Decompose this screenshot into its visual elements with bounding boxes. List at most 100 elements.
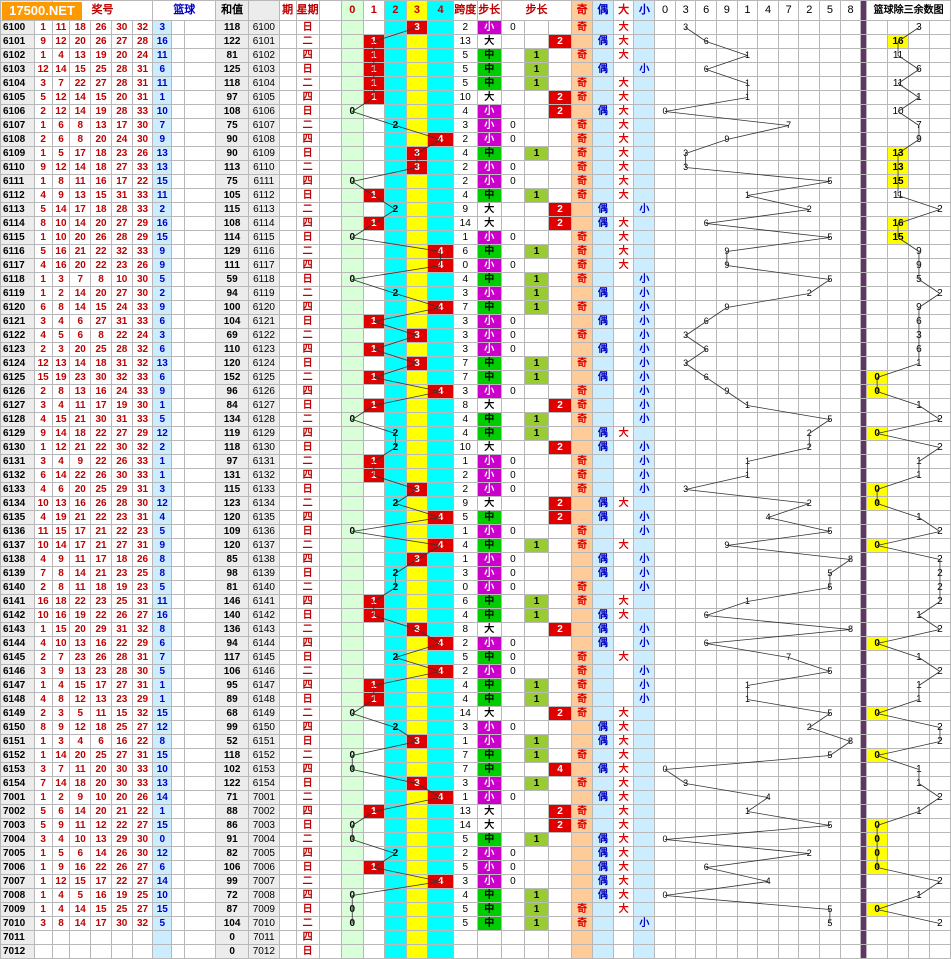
tail-2-cell — [798, 384, 821, 399]
step-0-cell — [500, 916, 526, 931]
tail-2-cell — [798, 692, 821, 707]
prize-number: 17 — [110, 118, 133, 133]
zone-0-cell: 0 — [340, 706, 364, 721]
small-cell: 小 — [633, 678, 656, 693]
mod3-cell — [887, 580, 909, 595]
blue-pad — [183, 398, 217, 413]
mod3-cell — [887, 888, 909, 903]
tail-5-cell — [819, 118, 841, 133]
mod3-cell — [908, 860, 930, 875]
prize-number: 6 — [33, 300, 53, 315]
zone-1-cell: 1 — [362, 62, 386, 77]
prize-number: 16 — [90, 384, 112, 399]
tail-8-cell — [839, 426, 862, 441]
mod3-cell: 1 — [908, 692, 930, 707]
big-cell — [612, 916, 635, 931]
zone-2-cell — [384, 552, 407, 567]
tail-5-cell — [819, 720, 841, 735]
step-1-cell — [524, 804, 549, 819]
zone-2-cell — [384, 930, 407, 945]
zone-4-cell — [427, 146, 454, 161]
step-0-cell — [500, 538, 526, 553]
blue-pad — [183, 300, 217, 315]
even-cell — [592, 328, 614, 343]
issue-repeat: 6119 — [247, 286, 280, 301]
zone-0-cell: 0 — [340, 888, 364, 903]
step-0-cell: 0 — [500, 230, 526, 245]
blue-extra — [171, 202, 185, 217]
week-day: 二 — [295, 538, 320, 553]
mod3-cell — [866, 314, 889, 329]
spacer-cell — [318, 202, 342, 217]
tail-6-cell: 6 — [695, 314, 718, 329]
tail-5-cell — [819, 874, 841, 889]
table-row: 6128 4 15 21 30 31 33 5 134 6128 二 0 4 中 1 奇小 5 2 — [0, 412, 951, 427]
step-1-cell — [524, 622, 549, 637]
prize-number: 3 — [51, 706, 71, 721]
tail-1-cell — [736, 258, 759, 273]
zone-4-cell — [427, 272, 454, 287]
tail-8-cell — [839, 720, 862, 735]
spacer-cell — [318, 790, 342, 805]
tail-6-cell — [695, 748, 718, 763]
spacer-header — [318, 0, 342, 21]
odd-cell — [571, 104, 594, 119]
sum-value: 118 — [215, 748, 249, 763]
blue-extra — [171, 412, 185, 427]
mod3-cell — [928, 118, 951, 133]
mod3-cell — [866, 258, 889, 273]
period-pad — [278, 888, 297, 903]
mod3-cell — [908, 566, 930, 581]
tail-5-cell — [819, 356, 841, 371]
mod3-cell — [866, 678, 889, 693]
tail-7-cell — [777, 314, 800, 329]
step-0-cell: 0 — [500, 342, 526, 357]
zone-2-cell — [384, 874, 407, 889]
zone-1-cell — [362, 762, 386, 777]
tail-2-cell — [798, 636, 821, 651]
mod3-cell — [928, 188, 951, 203]
blue-number: 3 — [152, 20, 173, 35]
tail-0-cell: 0 — [654, 888, 676, 903]
tail-4-cell — [757, 846, 779, 861]
period-pad — [278, 818, 297, 833]
step-2-cell: 2 — [547, 804, 573, 819]
prize-number: 6 — [51, 804, 71, 819]
tail-8-cell — [839, 510, 862, 525]
tail-1-cell — [736, 230, 759, 245]
small-cell — [633, 34, 656, 49]
big-cell: 大 — [612, 244, 635, 259]
table-row: 6103 12 14 15 25 28 31 6 125 6103 日 1 5 中 1 偶小 6 6 — [0, 62, 951, 77]
big-cell: 大 — [612, 650, 635, 665]
tail-3-cell — [674, 846, 697, 861]
tail-4-cell — [757, 762, 779, 777]
tail-4-cell — [757, 818, 779, 833]
period-pad — [278, 230, 297, 245]
tail-4-cell — [757, 230, 779, 245]
even-cell — [592, 776, 614, 791]
size-value: 小 — [476, 860, 502, 875]
even-cell: 偶 — [592, 608, 614, 623]
zone-4-cell: 4 — [427, 132, 454, 147]
mod3-cell — [887, 664, 909, 679]
zone-2-header: 2 — [384, 0, 407, 21]
prize-number: 10 — [33, 538, 53, 553]
zone-0-cell — [340, 132, 364, 147]
zone-4-cell — [427, 552, 454, 567]
mod3-cell — [928, 160, 951, 175]
step-0-cell — [500, 706, 526, 721]
big-cell: 大 — [612, 902, 635, 917]
prize-number: 25 — [110, 594, 133, 609]
step-1-cell: 1 — [524, 538, 549, 553]
prize-number: 14 — [51, 62, 71, 77]
tail-1-cell — [736, 846, 759, 861]
zone-3-cell — [405, 104, 429, 119]
prize-number: 20 — [90, 216, 112, 231]
step-2-cell — [547, 664, 573, 679]
odd-cell: 奇 — [571, 524, 594, 539]
tail-4-cell — [757, 160, 779, 175]
blue-number: 8 — [152, 734, 173, 749]
period-pad — [278, 384, 297, 399]
zone-1-cell — [362, 776, 386, 791]
period-pad — [278, 804, 297, 819]
